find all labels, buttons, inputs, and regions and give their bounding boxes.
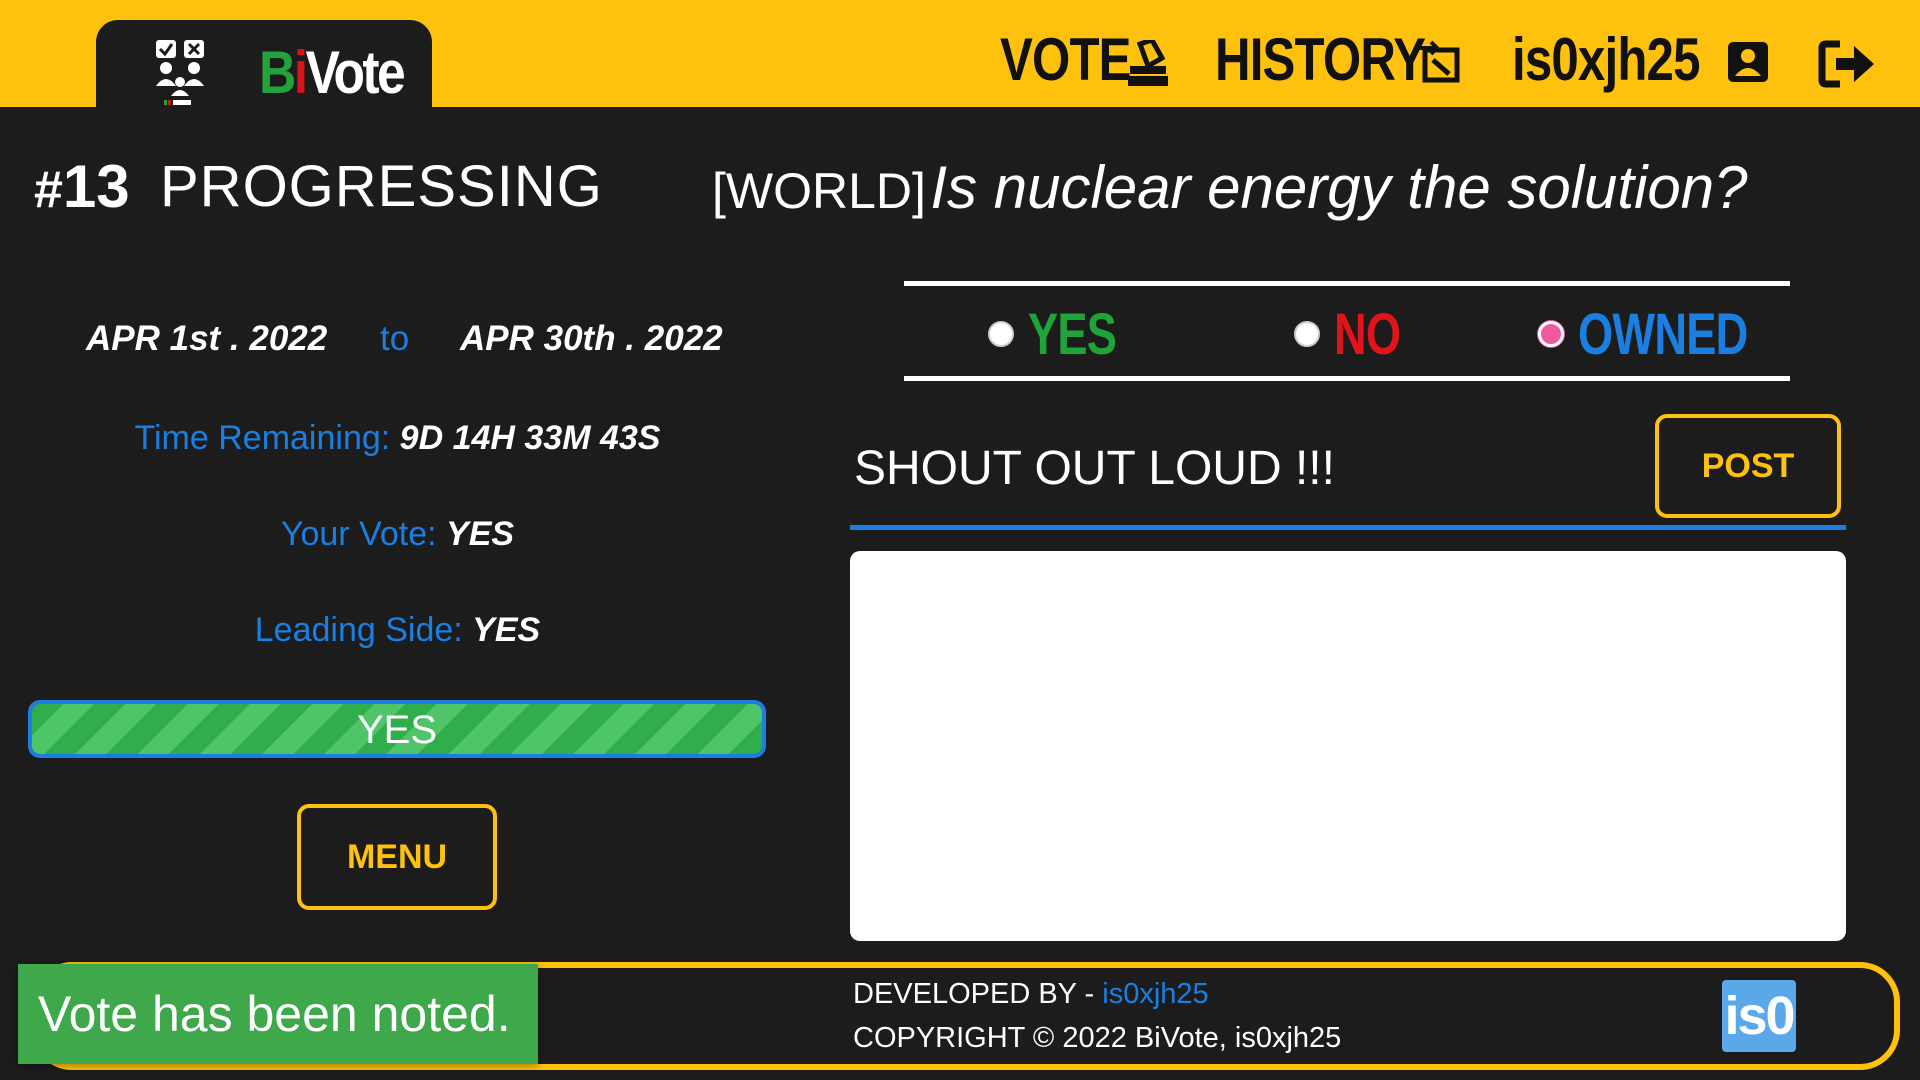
- start-date: APR 1st . 2022: [86, 319, 328, 358]
- shout-divider: [850, 525, 1846, 530]
- toast-notification: Vote has been noted.: [18, 964, 538, 1064]
- leading-side-label: Leading Side:: [254, 611, 463, 649]
- option-no[interactable]: NO: [1294, 302, 1419, 367]
- brand-name: BiVote: [259, 39, 406, 106]
- radio-yes[interactable]: [988, 321, 1014, 347]
- nav-vote-label: VOTE: [1000, 26, 1131, 93]
- shout-heading: SHOUT OUT LOUD !!!: [854, 442, 1335, 495]
- top-header: BiVote VOTE HISTORY is0xjh25: [0, 0, 1920, 107]
- logo-tab[interactable]: BiVote: [96, 20, 432, 107]
- post-button[interactable]: POST: [1655, 414, 1841, 518]
- footer-developer: DEVELOPED BY - is0xjh25: [853, 974, 1209, 1014]
- user-icon: [1728, 42, 1768, 82]
- option-owned-label: OWNED: [1578, 301, 1748, 367]
- radio-no[interactable]: [1294, 321, 1320, 347]
- your-vote-value: YES: [446, 515, 515, 553]
- time-remaining: Time Remaining: 9D 14H 33M 43S: [0, 414, 795, 462]
- poll-id: #13: [34, 153, 130, 220]
- poll-title: [WORLD] Is nuclear energy the solution?: [712, 150, 1748, 242]
- comment-input[interactable]: [850, 551, 1846, 941]
- developer-link[interactable]: is0xjh25: [1102, 978, 1209, 1010]
- vote-progress-bar: YES: [28, 700, 766, 758]
- time-remaining-value: 9D 14H 33M 43S: [399, 419, 661, 457]
- time-remaining-label: Time Remaining:: [134, 419, 391, 457]
- nav-vote[interactable]: VOTE: [1000, 26, 1168, 93]
- radio-owned[interactable]: [1538, 321, 1564, 347]
- your-vote-label: Your Vote:: [280, 515, 437, 553]
- option-no-label: NO: [1334, 301, 1401, 367]
- history-icon: [1417, 40, 1460, 83]
- logout-icon[interactable]: [1818, 38, 1878, 90]
- leading-side: Leading Side: YES: [0, 606, 795, 654]
- option-yes[interactable]: YES: [988, 302, 1141, 367]
- developer-logo[interactable]: is0: [1722, 980, 1796, 1052]
- poll-category: [WORLD]: [712, 163, 926, 219]
- progress-fill: [32, 704, 762, 754]
- progress-label: YES: [356, 708, 438, 752]
- option-yes-label: YES: [1028, 301, 1117, 367]
- ballot-box-icon: [1128, 40, 1168, 86]
- vote-options: YES NO OWNED: [904, 281, 1790, 381]
- poll-status: PROGRESSING: [160, 154, 603, 219]
- nav-history[interactable]: HISTORY: [1215, 28, 1465, 92]
- nav-user-profile[interactable]: is0xjh25: [1512, 26, 1768, 93]
- leading-side-value: YES: [472, 611, 541, 649]
- poll-question: Is nuclear energy the solution?: [930, 154, 1748, 221]
- nav-history-label: HISTORY: [1215, 26, 1426, 93]
- nav-username: is0xjh25: [1512, 26, 1700, 93]
- menu-button[interactable]: MENU: [297, 804, 497, 910]
- end-date: APR 30th . 2022: [460, 319, 723, 358]
- footer-copyright: COPYRIGHT © 2022 BiVote, is0xjh25: [853, 1022, 1342, 1054]
- your-vote: Your Vote: YES: [0, 510, 795, 558]
- ballot-people-icon: [156, 40, 204, 105]
- date-to-label: to: [380, 319, 410, 358]
- option-owned[interactable]: OWNED: [1538, 302, 1795, 367]
- developed-by-label: DEVELOPED BY -: [853, 978, 1103, 1010]
